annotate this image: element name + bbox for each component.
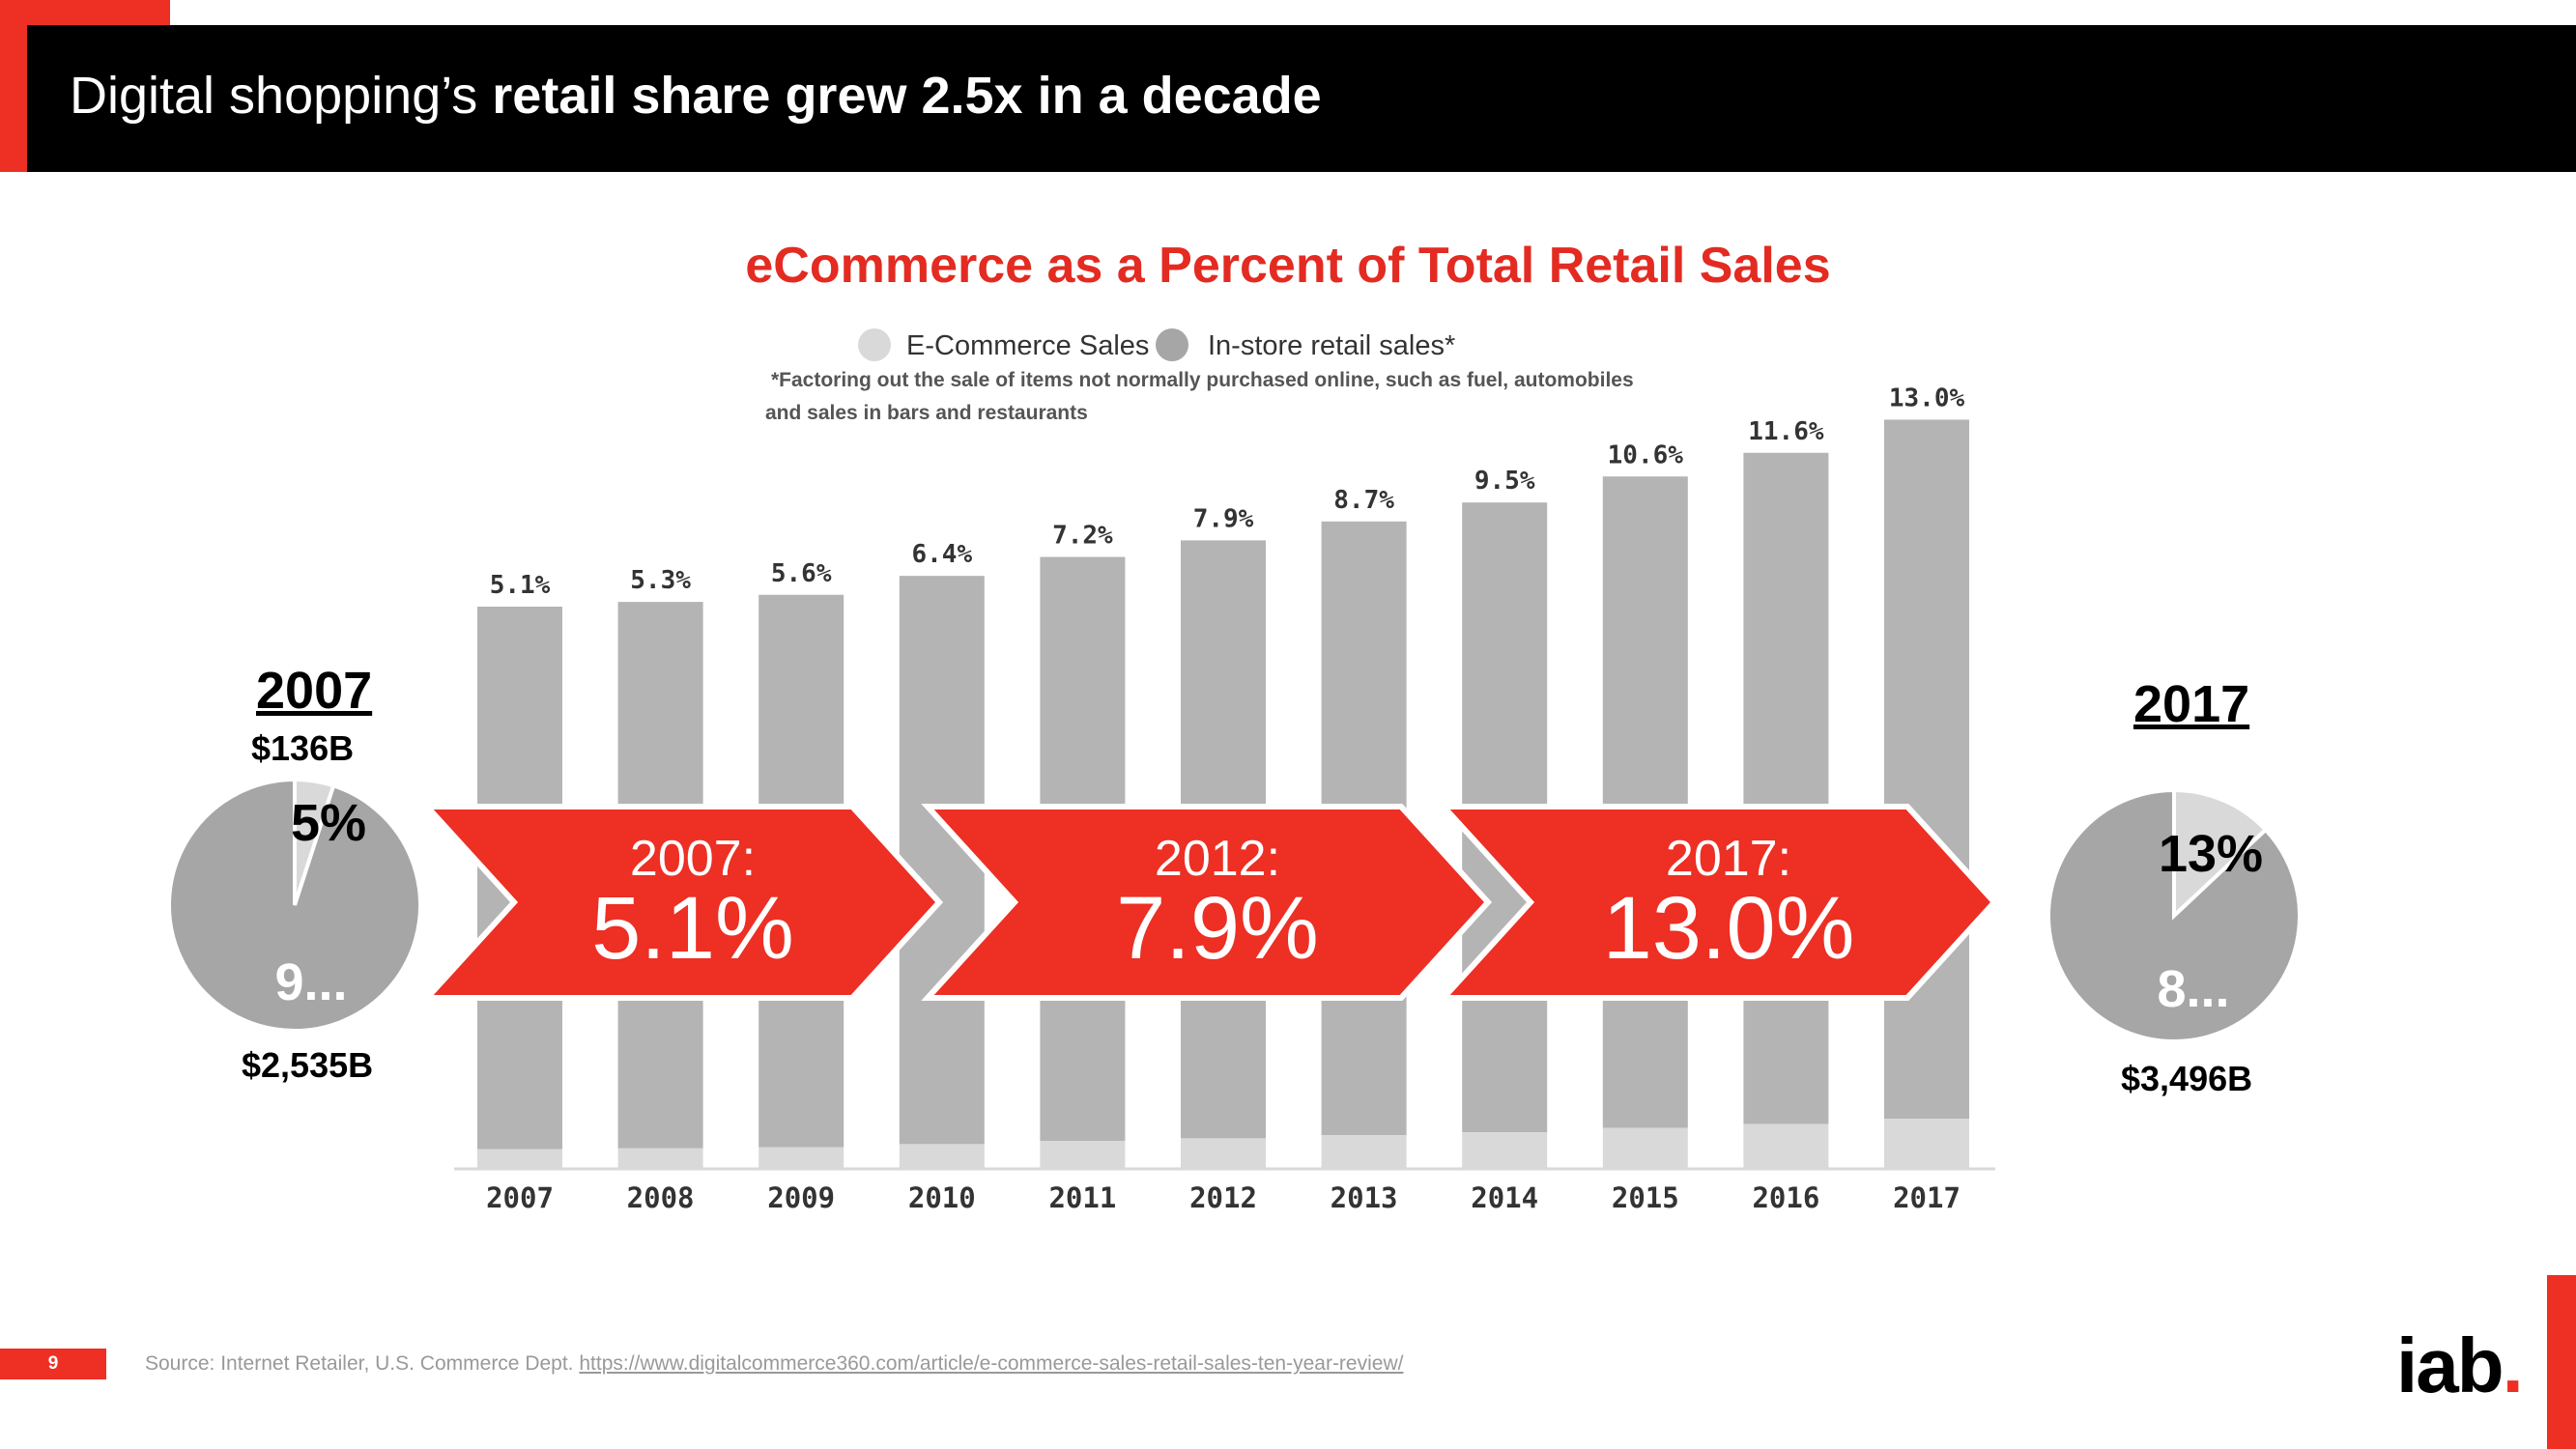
x-tick-label-2012: 2012 [1189, 1181, 1257, 1214]
x-tick-label-2015: 2015 [1612, 1181, 1679, 1214]
bar-instore-2017 [1884, 419, 1969, 1119]
iab-logo: iab. [2396, 1321, 2524, 1410]
chart-title: eCommerce as a Percent of Total Retail S… [745, 238, 1831, 294]
iab-logo-text: iab [2396, 1322, 2504, 1408]
x-tick-label-2011: 2011 [1048, 1181, 1116, 1214]
pie-2017-label-ecommerce: 13% [2159, 825, 2263, 883]
corner-accent [2547, 1275, 2576, 1449]
pie-2007-label-ecommerce: 5% [291, 794, 366, 852]
x-tick-label-2008: 2008 [627, 1181, 695, 1214]
milestone-year-3: 2017: [1666, 831, 1791, 887]
bar-ecommerce-2010 [899, 1144, 985, 1169]
page-title-bold: retail share grew 2.5x in a decade [492, 67, 1322, 125]
source-prefix: Source: Internet Retailer, U.S. Commerce… [145, 1352, 580, 1375]
bar-ecommerce-2007 [477, 1149, 562, 1169]
bar-data-label-2010: 6.4% [911, 540, 972, 569]
page-number: 9 [0, 1349, 106, 1379]
legend-swatch-instore [1156, 328, 1188, 361]
bar-data-label-2008: 5.3% [630, 566, 691, 595]
bar-data-label-2012: 7.9% [1193, 504, 1254, 533]
bar-data-label-2009: 5.6% [771, 559, 832, 588]
pie-2007-year: 2007 [256, 662, 373, 720]
milestone-value-3: 13.0% [1603, 879, 1855, 978]
page-title-plain: Digital shopping’s [70, 67, 493, 125]
legend-swatch-ecommerce [858, 328, 891, 361]
milestone-value-2: 7.9% [1116, 879, 1319, 978]
bar-ecommerce-2017 [1884, 1119, 1969, 1169]
page-title: Digital shopping’s retail share grew 2.5… [70, 66, 1322, 126]
legend-footnote-line1: *Factoring out the sale of items not nor… [771, 369, 1634, 391]
bar-instore-2016 [1743, 452, 1829, 1124]
milestone-arrow-1 [420, 804, 944, 1001]
bar-ecommerce-2011 [1040, 1141, 1126, 1169]
title-accent-side [0, 25, 27, 172]
milestone-year-2: 2012: [1155, 831, 1280, 887]
title-accent-bar [0, 0, 170, 25]
bar-data-label-2014: 9.5% [1474, 467, 1535, 496]
bar-ecommerce-2014 [1462, 1132, 1548, 1169]
x-tick-label-2014: 2014 [1471, 1181, 1538, 1214]
x-tick-label-2017: 2017 [1893, 1181, 1961, 1214]
x-tick-label-2016: 2016 [1752, 1181, 1819, 1214]
iab-logo-dot: . [2502, 1322, 2524, 1408]
milestone-arrow-3 [1437, 804, 1999, 1001]
x-tick-label-2007: 2007 [486, 1181, 554, 1214]
milestone-value-1: 5.1% [591, 879, 794, 978]
pie-2017-slice-ecommerce [2172, 787, 2269, 921]
milestone-arrow-2 [921, 804, 1493, 1001]
milestone-year-1: 2007: [630, 831, 756, 887]
legend-label-instore: In-store retail sales* [1208, 330, 1456, 361]
pie-2007-slice-instore [167, 777, 422, 1033]
x-tick-label-2009: 2009 [767, 1181, 835, 1214]
bar-ecommerce-2016 [1743, 1123, 1829, 1169]
bar-ecommerce-2008 [617, 1148, 703, 1169]
source-link[interactable]: https://www.digitalcommerce360.com/artic… [579, 1352, 1404, 1375]
pie-2017-instore-total: $3,496B [2121, 1059, 2253, 1098]
title-bar [27, 25, 2576, 172]
pie-2017-year: 2017 [2133, 675, 2250, 733]
bar-instore-2015 [1602, 476, 1688, 1128]
bar-data-label-2013: 8.7% [1333, 486, 1394, 515]
bar-data-label-2011: 7.2% [1052, 522, 1113, 551]
bar-data-label-2015: 10.6% [1608, 440, 1684, 469]
bar-data-label-2017: 13.0% [1889, 384, 1965, 412]
legend-footnote-line2: and sales in bars and restaurants [765, 402, 1088, 424]
pie-2007-instore-total: $2,535B [242, 1045, 374, 1085]
pie-2007-ecommerce-total: $136B [251, 728, 355, 768]
bar-data-label-2007: 5.1% [490, 571, 551, 600]
x-tick-label-2010: 2010 [908, 1181, 976, 1214]
bar-instore-2010 [899, 576, 985, 1145]
source-citation: Source: Internet Retailer, U.S. Commerce… [145, 1352, 1403, 1376]
x-tick-label-2013: 2013 [1331, 1181, 1398, 1214]
bar-ecommerce-2012 [1181, 1138, 1266, 1169]
bar-ecommerce-2015 [1602, 1127, 1688, 1169]
bar-data-label-2016: 11.6% [1748, 417, 1824, 446]
pie-2007-label-instore: 9... [274, 953, 347, 1011]
bar-ecommerce-2009 [758, 1147, 844, 1169]
pie-2017-label-instore: 8... [2157, 960, 2229, 1018]
bar-ecommerce-2013 [1321, 1135, 1407, 1169]
pie-2017-slice-instore [2046, 787, 2302, 1043]
legend-label-ecommerce: E-Commerce Sales [906, 330, 1150, 361]
